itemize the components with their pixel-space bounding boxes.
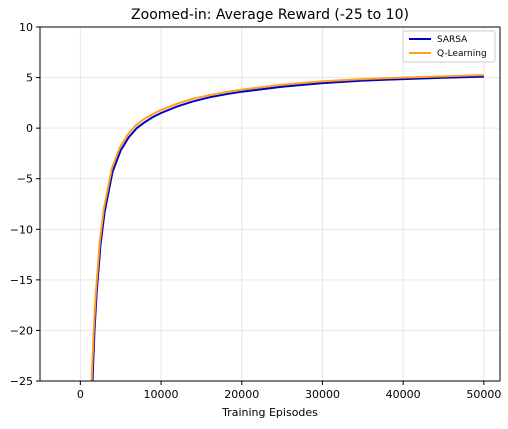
x-tick-label: 30000: [305, 388, 340, 401]
y-tick-label: −5: [17, 173, 33, 186]
y-tick-label: −20: [10, 324, 33, 337]
legend-label: SARSA: [437, 35, 468, 45]
x-axis-label: Training Episodes: [221, 406, 318, 419]
y-tick-label: 10: [19, 21, 33, 34]
y-tick-label: −10: [10, 223, 33, 236]
series-line-sarsa: [91, 75, 484, 382]
series-layer: [90, 74, 484, 382]
legend-label: Q-Learning: [437, 49, 487, 59]
legend: SARSA Q-Learning: [402, 30, 496, 63]
x-tick-label: 40000: [386, 388, 421, 401]
y-tick-label: 0: [26, 122, 33, 135]
x-tick-label: 0: [77, 388, 84, 401]
y-tick-label: 5: [26, 72, 33, 85]
y-tick-label: −25: [10, 375, 33, 388]
series-line-q-learning: [90, 74, 484, 382]
y-tick-label: −15: [10, 274, 33, 287]
plot-frame: [39, 26, 501, 382]
x-tick-label: 20000: [224, 388, 259, 401]
chart-title: Zoomed-in: Average Reward (-25 to 10): [131, 7, 409, 23]
x-axis: 0 10000 20000 30000 40000 50000: [77, 381, 501, 401]
grid: [40, 26, 500, 382]
x-tick-label: 50000: [466, 388, 501, 401]
x-tick-label: 10000: [144, 388, 179, 401]
y-axis: 10 5 0 −5 −10 −15 −20 −25: [10, 21, 40, 388]
